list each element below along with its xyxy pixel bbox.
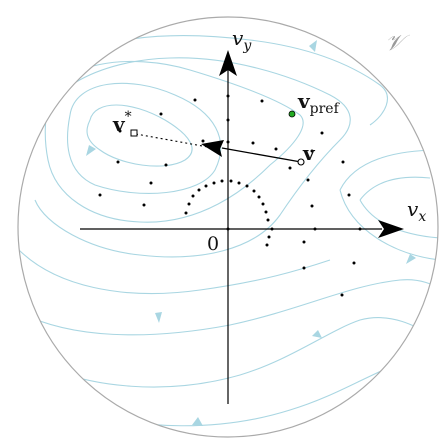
sample-point xyxy=(226,118,230,122)
contour-line xyxy=(29,57,351,258)
contour-line xyxy=(44,60,304,223)
sample-point xyxy=(237,181,241,185)
sample-point xyxy=(310,204,314,208)
contour-line xyxy=(79,359,411,427)
sample-point xyxy=(252,189,256,193)
contour-line xyxy=(66,82,222,194)
contour-lines xyxy=(18,17,438,427)
sample-point xyxy=(226,227,230,231)
v-star-marker xyxy=(130,129,138,137)
sample-point xyxy=(142,203,146,207)
arrow-icon xyxy=(309,40,317,52)
sample-point xyxy=(267,235,271,239)
sample-point xyxy=(340,293,344,297)
sample-point xyxy=(310,149,314,153)
sample-point xyxy=(266,218,270,222)
vy-arrowhead xyxy=(219,50,237,76)
sample-point xyxy=(265,243,269,247)
sample-point xyxy=(191,194,195,198)
v-star-dotted-line xyxy=(135,133,209,148)
v-label: v xyxy=(302,141,316,165)
sample-point xyxy=(212,181,216,185)
arrow-icon xyxy=(312,330,322,338)
v-star-label: v* xyxy=(112,109,132,136)
sample-point xyxy=(226,94,230,98)
contour-line xyxy=(79,17,426,81)
axes xyxy=(80,50,404,404)
velocity-arrowhead xyxy=(201,140,224,157)
v-marker xyxy=(297,158,305,166)
sample-point xyxy=(187,202,191,206)
sample-point xyxy=(118,129,122,133)
sample-point xyxy=(204,184,208,188)
sample-point xyxy=(274,147,278,151)
sample-point xyxy=(257,195,261,199)
sample-point xyxy=(220,179,224,183)
sample-point xyxy=(270,227,274,231)
sample-point xyxy=(98,193,102,197)
contour-line xyxy=(18,279,438,336)
sample-point xyxy=(201,139,205,143)
sample-point xyxy=(149,181,153,185)
sample-point xyxy=(184,211,188,215)
sample-points xyxy=(98,94,362,297)
sample-point xyxy=(197,188,201,192)
sample-point xyxy=(302,266,306,270)
v-pref-marker xyxy=(288,110,296,118)
contour-line xyxy=(18,239,331,294)
arrow-icon xyxy=(86,145,96,156)
sample-point xyxy=(320,131,324,135)
sample-point xyxy=(164,163,168,167)
sample-point xyxy=(251,141,255,145)
sample-point xyxy=(352,261,356,265)
sample-point xyxy=(358,227,362,231)
vy-axis-label: vy xyxy=(232,26,252,54)
contour-line xyxy=(86,104,193,167)
sample-point xyxy=(245,184,249,188)
sample-point xyxy=(347,193,351,197)
sample-point xyxy=(261,202,265,206)
sample-point xyxy=(226,140,230,144)
vx-arrowhead xyxy=(378,220,404,238)
velocity-set-boundary xyxy=(17,16,439,438)
sample-point xyxy=(313,227,317,231)
contour-line xyxy=(29,317,438,388)
sample-point xyxy=(116,160,120,164)
contour-line xyxy=(339,149,438,261)
v-pref-label: vpref xyxy=(297,89,341,117)
arrow-icon xyxy=(406,254,416,264)
arrow-icon xyxy=(155,312,162,323)
contour-arrows xyxy=(86,40,416,426)
sample-point xyxy=(288,166,292,170)
sample-point xyxy=(264,210,268,214)
sample-point xyxy=(260,99,264,103)
vx-axis-label: vx xyxy=(407,197,426,225)
origin-label: 0 xyxy=(207,233,219,255)
arrow-icon xyxy=(192,417,203,426)
set-label: 𝒱 xyxy=(385,31,410,56)
sample-point xyxy=(341,160,345,164)
sample-point xyxy=(306,178,310,182)
sample-point xyxy=(229,179,233,183)
sample-point xyxy=(302,240,306,244)
sample-point xyxy=(159,112,163,116)
sample-point xyxy=(193,98,197,102)
velocity-arrow-line xyxy=(221,147,302,163)
